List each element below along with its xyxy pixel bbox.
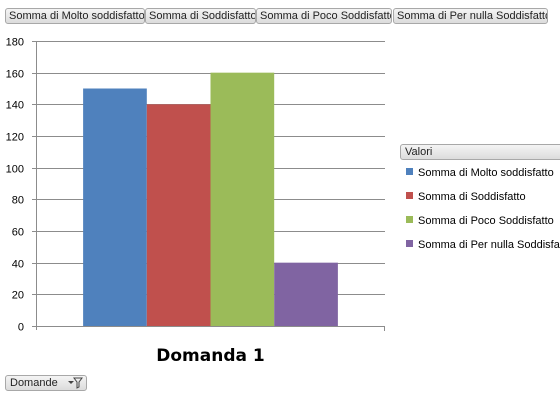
bar-3[interactable] [210,72,275,327]
legend-label: Somma di Poco Soddisfatto [418,215,554,227]
bar-4[interactable] [274,262,338,326]
legend-swatch [406,240,413,247]
y-tick-label: 0 [18,322,24,334]
bars [83,72,338,327]
legend-item-2[interactable]: Somma di Soddisfatto [406,190,526,204]
legend-item-4[interactable]: Somma di Per nulla Soddisfatto [406,238,560,252]
field-button-molto-soddisfatto[interactable]: Somma di Molto soddisfatto [5,8,145,24]
field-button-soddisfatto[interactable]: Somma di Soddisfatto [145,8,256,24]
legend-swatch [406,192,413,199]
axes [32,41,385,331]
legend-swatch [406,168,413,175]
axis-field-button[interactable]: Domande [5,375,87,391]
axis-field-label: Domande [10,377,58,389]
legend-swatch [406,216,413,223]
y-tick-label: 60 [12,227,24,239]
y-tick-label: 100 [6,164,24,176]
legend-label: Somma di Soddisfatto [418,191,526,203]
filter-dropdown-icon[interactable] [67,377,83,389]
y-tick-label: 40 [12,259,24,271]
y-tick-label: 180 [6,37,24,49]
y-tick-label: 160 [6,69,24,81]
y-tick-label: 20 [12,290,24,302]
legend-header[interactable]: Valori [400,144,560,160]
legend-item-3[interactable]: Somma di Poco Soddisfatto [406,214,554,228]
y-tick-label: 120 [6,132,24,144]
y-tick-label: 140 [6,100,24,112]
legend-label: Somma di Per nulla Soddisfatto [418,239,560,251]
y-tick-label: 80 [12,195,24,207]
tick-labels: 0 20 40 60 80 100 120 140 160 180 Domanda 1 [6,37,265,367]
bar-2[interactable] [146,104,211,326]
x-category-label: Domanda 1 [156,346,264,366]
bar-1[interactable] [83,88,147,327]
legend-label: Somma di Molto soddisfatto [418,167,554,179]
field-button-poco-soddisfatto[interactable]: Somma di Poco Soddisfatto [256,8,392,24]
legend-item-1[interactable]: Somma di Molto soddisfatto [406,166,554,180]
field-button-per-nulla-soddisfatto[interactable]: Somma di Per nulla Soddisfatto [393,8,548,24]
